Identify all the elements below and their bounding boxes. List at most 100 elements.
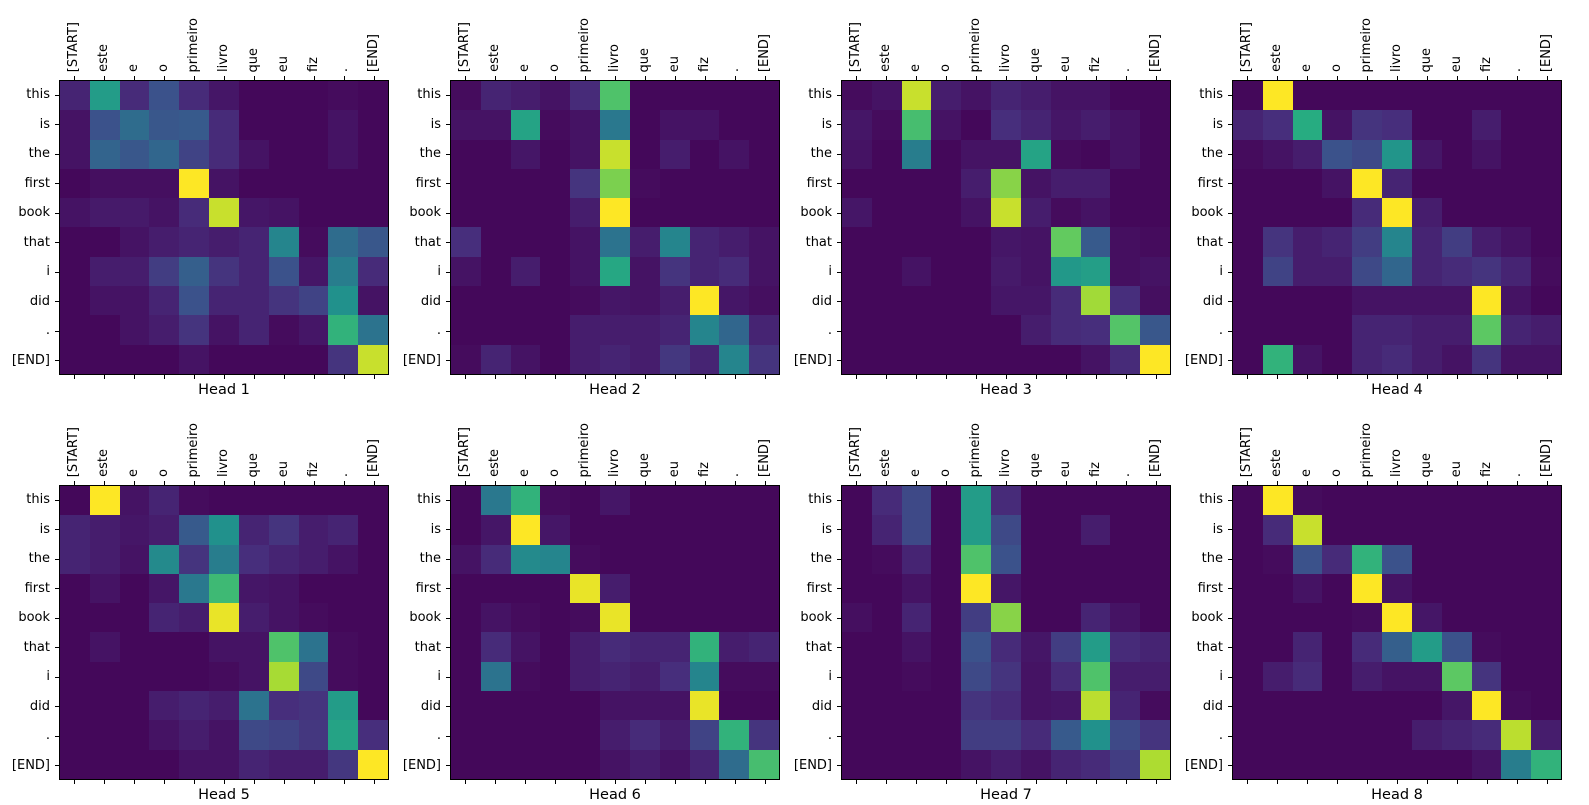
axis-tick — [837, 331, 841, 332]
heatmap-cell — [268, 286, 299, 316]
axis-tick — [1096, 375, 1097, 379]
axis-tick — [55, 183, 59, 184]
axis-tick — [837, 765, 841, 766]
axis-tick — [55, 95, 59, 96]
heatmap-cell — [749, 81, 779, 111]
heatmap-cell — [451, 603, 481, 633]
x-tick-label: que — [239, 407, 269, 485]
heatmap-cell — [89, 486, 120, 516]
axis-tick — [446, 154, 450, 155]
x-tick-label: e — [1292, 407, 1322, 485]
x-tick-label: [END] — [750, 2, 780, 80]
axis-tick — [104, 481, 105, 485]
heatmap-cell — [1382, 603, 1412, 633]
heatmap-cell — [298, 486, 329, 516]
heatmap-cell — [60, 749, 90, 779]
axis-tick — [525, 481, 526, 485]
heatmap-cell — [931, 198, 962, 228]
axis-tick — [1517, 481, 1518, 485]
heatmap-cell — [961, 515, 992, 545]
x-tick-label: . — [1502, 407, 1532, 485]
heatmap-cell — [871, 486, 902, 516]
heatmap-cell — [238, 198, 269, 228]
axis-tick — [1517, 780, 1518, 784]
heatmap-cell — [1140, 603, 1170, 633]
heatmap-cell — [991, 573, 1021, 604]
x-tick-label-text: livro — [1389, 449, 1404, 477]
heatmap-cell — [1110, 486, 1141, 516]
heatmap-cell — [1080, 286, 1111, 316]
heatmap-cell — [991, 81, 1021, 111]
axis-tick — [946, 76, 947, 80]
x-tick-label-text: e — [126, 64, 141, 72]
heatmap-cell — [1531, 286, 1561, 316]
axis-tick — [1006, 780, 1007, 784]
heatmap-cell — [1441, 286, 1472, 316]
heatmap-cell — [1471, 691, 1502, 721]
heatmap-cell — [629, 344, 660, 374]
heatmap-cell — [901, 110, 932, 140]
axis-tick — [1247, 76, 1248, 80]
axis-tick — [374, 76, 375, 80]
heatmap-cell — [1080, 227, 1111, 257]
y-tick-label: first — [806, 175, 832, 191]
axis-tick — [254, 780, 255, 784]
heatmap-cell — [1322, 661, 1353, 692]
heatmap-cell — [600, 661, 630, 692]
heatmap-cell — [60, 720, 90, 750]
heatmap-cell — [1140, 227, 1170, 257]
axis-tick — [946, 375, 947, 379]
heatmap-cell — [629, 661, 660, 692]
heatmap-cell — [328, 720, 359, 750]
heatmap-cell — [991, 515, 1021, 545]
heatmap-cell — [570, 749, 601, 779]
heatmap-cell — [480, 515, 511, 545]
y-tick-label: did — [1202, 293, 1223, 309]
heatmap-cell — [89, 227, 120, 257]
heatmap-cell — [238, 544, 269, 574]
heatmap-cell — [1292, 139, 1323, 169]
heatmap-cell — [60, 110, 90, 140]
heatmap-cell — [451, 81, 481, 111]
y-tick-label: that — [1196, 234, 1223, 250]
heatmap-cell — [1441, 749, 1472, 779]
x-tick-label: [END] — [1532, 2, 1562, 80]
axis-tick — [1367, 375, 1368, 379]
heatmap-cell — [1411, 315, 1442, 345]
y-tick-label: the — [810, 551, 832, 567]
heatmap-cell — [1531, 256, 1561, 287]
heatmap-cell — [1501, 603, 1532, 633]
heatmap-cell — [871, 227, 902, 257]
heatmap-cell — [1411, 632, 1442, 662]
heatmap-cell — [1501, 286, 1532, 316]
heatmap-cell — [629, 110, 660, 140]
heatmap-cell — [871, 632, 902, 662]
heatmap-cell — [1292, 573, 1323, 604]
axis-tick — [675, 375, 676, 379]
heatmap-cell — [358, 168, 388, 199]
heatmap-cell — [1233, 720, 1263, 750]
x-tick-labels: [START] este e o primeiro livro que eu fiz. [END] — [450, 407, 780, 485]
heatmap-cell — [842, 256, 872, 287]
heatmap-cell — [1471, 632, 1502, 662]
heatmap-cell — [1140, 486, 1170, 516]
heatmap-cell — [931, 344, 962, 374]
heatmap-cell — [1352, 691, 1383, 721]
heatmap-cell — [1471, 720, 1502, 750]
heatmap-cell — [689, 661, 720, 692]
x-tick-label: que — [630, 2, 660, 80]
heatmap-cell — [89, 544, 120, 574]
x-tick-label: livro — [991, 407, 1021, 485]
heatmap-cell — [689, 81, 720, 111]
axis-tick — [837, 588, 841, 589]
y-tick-label: [END] — [1184, 757, 1223, 773]
heatmap-cell — [1110, 573, 1141, 604]
heatmap-cell — [179, 256, 210, 287]
heatmap-cell — [1110, 139, 1141, 169]
x-tick-label: primeiro — [179, 407, 209, 485]
axis-tick — [55, 647, 59, 648]
axis-tick — [55, 588, 59, 589]
heatmap-cell — [1292, 486, 1323, 516]
heatmap-cell — [510, 603, 541, 633]
heatmap-cell — [540, 110, 571, 140]
